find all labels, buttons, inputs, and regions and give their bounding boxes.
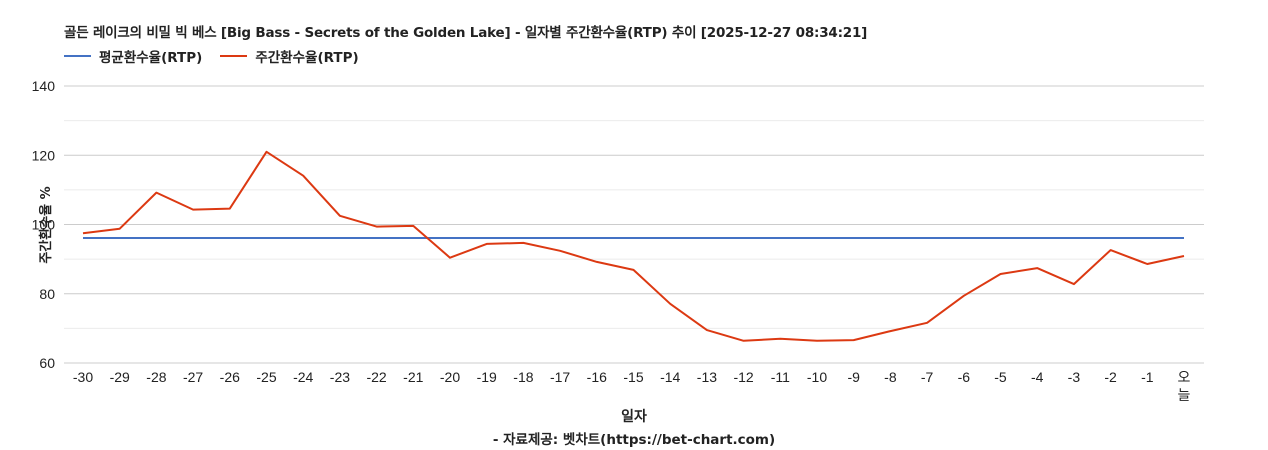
- legend-swatch-weekly-icon: [220, 54, 248, 58]
- legend: 평균환수율(RTP) 주간환수율(RTP): [64, 46, 377, 66]
- weekly-rtp-line[interactable]: [82, 150, 1185, 342]
- y-axis-ticks: 60 80 100 120 140: [32, 78, 56, 371]
- x-tick-label: -14: [660, 369, 680, 385]
- x-tick-label: -28: [146, 369, 166, 385]
- x-tick-label: -1: [1141, 369, 1154, 385]
- legend-label-weekly: 주간환수율(RTP): [255, 50, 359, 66]
- x-tick-label: -10: [807, 369, 827, 385]
- y-axis-label: 주간환수율 %: [39, 186, 55, 264]
- x-tick-label: -20: [440, 369, 460, 385]
- x-tick-label: -13: [697, 369, 717, 385]
- gridlines: [64, 85, 1204, 364]
- x-tick-label: -5: [994, 369, 1007, 385]
- x-tick-label: -18: [513, 369, 533, 385]
- x-tick-label: -27: [183, 369, 203, 385]
- y-tick-label: 60: [39, 355, 55, 371]
- data-source-credit: - 자료제공: 벳차트(https://bet-chart.com): [492, 432, 776, 448]
- x-tick-label: -29: [110, 369, 130, 385]
- y-tick-label: 80: [39, 286, 55, 302]
- x-axis-label: 일자: [621, 409, 647, 425]
- x-tick-label: -11: [771, 369, 790, 385]
- chart-title: 골든 레이크의 비밀 빅 베스 [Big Bass - Secrets of t…: [64, 25, 868, 41]
- x-tick-label: -9: [847, 369, 860, 385]
- x-tick-label: -15: [623, 369, 643, 385]
- legend-item-average[interactable]: 평균환수율(RTP): [64, 46, 202, 66]
- legend-item-weekly[interactable]: 주간환수율(RTP): [220, 46, 359, 66]
- legend-label-average: 평균환수율(RTP): [99, 50, 203, 66]
- x-tick-label: -19: [477, 369, 497, 385]
- y-tick-label: 100: [32, 217, 56, 233]
- x-tick-label: -17: [550, 369, 570, 385]
- x-axis-ticks: -30 -29 -28 -27 -26 -25 -24 -23 -22 -21 -20 -19 -18 -…: [73, 369, 1191, 403]
- x-tick-label: -4: [1031, 369, 1044, 385]
- legend-swatch-average-icon: [64, 54, 91, 58]
- x-tick-label: -22: [366, 369, 386, 385]
- x-tick-label: -6: [958, 369, 971, 385]
- x-tick-label: -3: [1068, 369, 1081, 385]
- x-tick-label: -7: [921, 369, 934, 385]
- y-tick-label: 120: [32, 147, 56, 163]
- x-tick-label: -30: [73, 369, 93, 385]
- x-tick-label: -2: [1104, 369, 1117, 385]
- x-tick-label: -25: [256, 369, 276, 385]
- series-lines: [82, 150, 1185, 342]
- x-tick-label: -21: [403, 369, 423, 385]
- x-tick-label: -16: [587, 369, 607, 385]
- x-tick-label: -8: [884, 369, 897, 385]
- x-tick-label: -12: [733, 369, 753, 385]
- x-tick-label: -24: [293, 369, 313, 385]
- x-tick-label: -26: [220, 369, 240, 385]
- x-tick-label: -23: [330, 369, 350, 385]
- y-tick-label: 140: [32, 78, 56, 94]
